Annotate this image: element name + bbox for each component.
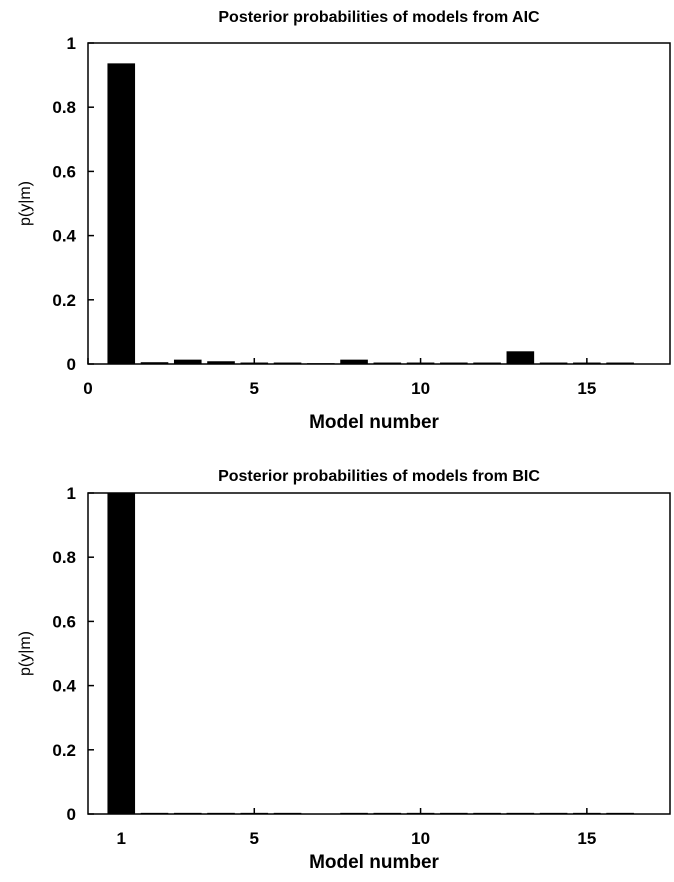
bic-bar-model-11 [440, 812, 468, 815]
bic-bar-model-6 [273, 812, 302, 815]
aic-bar-model-6 [273, 362, 302, 365]
bic-y-tick-label: 0.8 [52, 548, 76, 567]
bic-x-tick-label: 10 [411, 829, 430, 848]
aic-y-tick-label: 0.8 [52, 98, 76, 117]
aic-bar-model-11 [440, 362, 468, 365]
bic-bar-model-16 [606, 812, 634, 815]
aic-x-tick-label: 0 [83, 379, 92, 398]
aic-x-tick-label: 5 [250, 379, 259, 398]
bic-y-tick-label: 0.6 [52, 612, 76, 631]
aic-y-tick-label: 0.4 [52, 227, 76, 246]
bic-x-axis-label: Model number [309, 852, 439, 873]
bic-bar-model-4 [207, 812, 235, 815]
bic-y-tick-label: 1 [67, 484, 76, 503]
aic-x-tick-label: 15 [577, 379, 596, 398]
bic-bar-model-3 [173, 812, 202, 815]
bic-bar-model-1 [107, 492, 136, 815]
bic-bar-model-13 [506, 812, 535, 815]
aic-y-tick-label: 1 [67, 34, 76, 53]
aic-y-tick-label: 0.6 [52, 162, 76, 181]
bic-bar-model-12 [473, 812, 501, 815]
aic-bar-model-14 [539, 362, 568, 365]
aic-chart: 0 5 10 15 0 0.2 0.4 0.6 0.8 1 Posterior probabilit… [17, 9, 671, 433]
bic-x-tick-label: 1 [117, 829, 126, 848]
bic-x-tick-label: 15 [577, 829, 596, 848]
aic-bar-model-4 [207, 361, 235, 365]
bic-y-tick-label: 0 [67, 805, 76, 824]
bic-x-tick-label: 5 [250, 829, 259, 848]
bic-bar-model-9 [373, 812, 402, 815]
bic-bar-model-8 [340, 812, 368, 815]
aic-bar-model-2 [140, 362, 169, 365]
aic-bar-model-16 [606, 362, 634, 365]
aic-y-axis-label: p(y|m) [17, 181, 34, 226]
bic-y-tick-label: 0.4 [52, 677, 76, 696]
aic-bar-model-13 [506, 351, 535, 365]
bic-y-tick-label: 0.2 [52, 741, 76, 760]
aic-chart-title: Posterior probabilities of models from A… [218, 9, 540, 26]
aic-bar-model-8 [340, 359, 368, 365]
aic-bar-model-1 [107, 63, 136, 365]
aic-y-tick-label: 0.2 [52, 291, 76, 310]
bic-chart-title: Posterior probabilities of models from B… [218, 468, 540, 485]
aic-y-tick-label: 0 [67, 355, 76, 374]
aic-x-axis-label: Model number [309, 412, 439, 433]
bic-plot-area [87, 492, 671, 815]
aic-bar-model-3 [173, 359, 202, 365]
aic-plot-area [87, 42, 671, 365]
aic-bar-model-9 [373, 362, 402, 365]
bic-y-axis-label: p(y|m) [17, 631, 34, 676]
aic-x-tick-label: 10 [411, 379, 430, 398]
bic-bar-model-14 [539, 812, 568, 815]
aic-bar-model-12 [473, 362, 501, 365]
bic-bar-model-2 [140, 812, 169, 815]
